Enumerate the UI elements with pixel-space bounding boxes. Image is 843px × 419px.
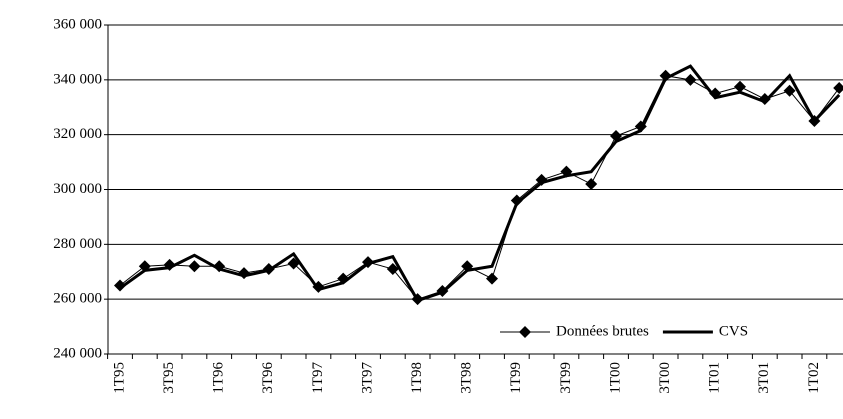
series-line bbox=[119, 64, 841, 303]
marker bbox=[659, 69, 672, 82]
x-tick-label: 1T00 bbox=[607, 362, 623, 394]
x-tick-label: 3T97 bbox=[359, 362, 375, 394]
x-tick-label: 3T01 bbox=[756, 362, 772, 394]
y-tick-label: 300 000 bbox=[53, 181, 102, 197]
y-tick-label: 240 000 bbox=[53, 345, 102, 361]
x-tick-label: 1T96 bbox=[211, 362, 227, 394]
y-tick-label: 360 000 bbox=[53, 16, 102, 32]
marker bbox=[510, 194, 523, 207]
marker bbox=[833, 82, 843, 95]
x-tick-label: 3T95 bbox=[161, 362, 177, 394]
marker bbox=[783, 84, 796, 97]
x-tick-label: 3T99 bbox=[558, 362, 574, 394]
x-tick-label: 1T99 bbox=[508, 362, 524, 394]
x-tick-label: 1T95 bbox=[111, 362, 127, 394]
x-tick-label: 3T00 bbox=[657, 362, 673, 394]
y-tick-label: 260 000 bbox=[53, 291, 102, 307]
marker bbox=[734, 80, 746, 93]
marker bbox=[188, 260, 201, 273]
x-tick-label: 3T96 bbox=[260, 362, 276, 394]
x-tick-label: 1T01 bbox=[707, 362, 723, 394]
y-tick-label: 340 000 bbox=[53, 71, 102, 87]
legend-label: Données brutes bbox=[556, 323, 649, 339]
x-tick-label: 1T98 bbox=[409, 362, 425, 394]
x-tick-label: 1T97 bbox=[310, 362, 326, 394]
series-line bbox=[119, 75, 840, 300]
y-tick-label: 280 000 bbox=[53, 236, 102, 252]
marker bbox=[585, 178, 598, 191]
marker bbox=[684, 73, 697, 86]
x-tick-label: 3T98 bbox=[459, 362, 475, 394]
y-tick-label: 320 000 bbox=[53, 126, 102, 142]
marker bbox=[486, 272, 498, 285]
marker bbox=[114, 279, 126, 292]
legend-label: CVS bbox=[719, 323, 748, 339]
legend-marker bbox=[519, 326, 531, 338]
x-tick-label: 1T02 bbox=[806, 362, 822, 394]
marker bbox=[386, 263, 399, 276]
